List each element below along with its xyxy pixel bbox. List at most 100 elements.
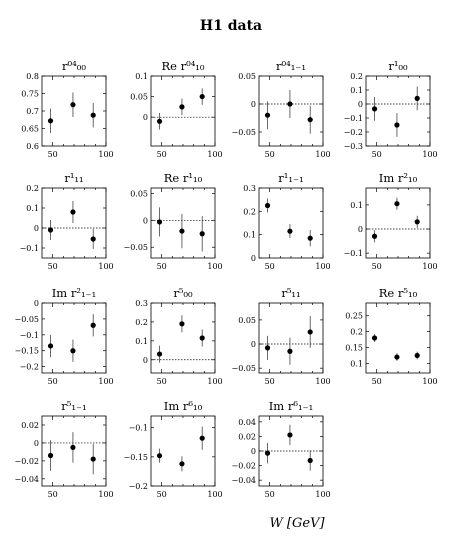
data-point bbox=[156, 118, 163, 124]
data-point bbox=[90, 322, 96, 328]
data-point bbox=[371, 106, 378, 112]
y-tick-label: −0.05 bbox=[14, 315, 39, 324]
panel-7: r¹₁₋₁ 0 0.1 0.2 0.3 50 100 bbox=[243, 171, 330, 271]
x-tick-label: 100 bbox=[207, 262, 222, 271]
data-point bbox=[414, 95, 420, 101]
y-tick-label: 0.7 bbox=[26, 107, 39, 116]
y-tick-label: 0.1 bbox=[350, 359, 363, 368]
x-tick-label: 50 bbox=[265, 490, 275, 499]
y-tick-label: 0.1 bbox=[243, 231, 256, 240]
panel-1: r⁰⁴₀₀ 0.6 0.65 0.7 0.75 0.8 50 100 bbox=[21, 59, 113, 159]
x-tick-label: 50 bbox=[48, 490, 58, 499]
panel-2: Re r⁰⁴₁₀ 0 0.05 0.1 50 100 bbox=[130, 59, 222, 159]
y-tick-label: 0.15 bbox=[345, 344, 363, 353]
data-point bbox=[394, 201, 400, 207]
y-tick-label: 0 bbox=[251, 100, 256, 109]
y-tick-label: 0 bbox=[34, 439, 39, 448]
data-point bbox=[90, 456, 96, 462]
y-tick-label: 0.05 bbox=[130, 189, 148, 198]
panel-14: Im r⁶₁₀ −0.2 −0.15 −0.1 50 100 bbox=[123, 399, 222, 499]
x-tick-label: 100 bbox=[98, 262, 113, 271]
x-tick-label: 50 bbox=[265, 150, 275, 159]
x-tick-label: 100 bbox=[422, 150, 437, 159]
y-tick-label: −0.3 bbox=[344, 142, 363, 151]
data-point bbox=[90, 112, 96, 118]
x-tick-label: 50 bbox=[157, 150, 167, 159]
y-tick-label: −0.2 bbox=[129, 482, 148, 491]
y-tick-label: −0.1 bbox=[129, 424, 148, 433]
y-tick-label: 0.2 bbox=[26, 184, 39, 193]
data-point bbox=[70, 209, 76, 215]
panel-frame bbox=[41, 187, 107, 259]
x-tick-label: 100 bbox=[207, 377, 222, 386]
x-tick-label: 50 bbox=[372, 262, 382, 271]
data-point bbox=[179, 461, 185, 467]
x-tick-label: 100 bbox=[207, 490, 222, 499]
data-point bbox=[307, 117, 313, 123]
x-tick-label: 50 bbox=[372, 377, 382, 386]
panel-title: r⁵₁₁ bbox=[281, 286, 300, 300]
x-tick-label: 50 bbox=[157, 262, 167, 271]
data-point bbox=[307, 457, 313, 464]
data-point bbox=[70, 348, 76, 354]
y-tick-label: −0.1 bbox=[344, 114, 363, 123]
panel-9: Im r²₁₋₁ −0.2 −0.15 −0.1 −0.05 0 50 100 bbox=[14, 286, 113, 386]
data-point bbox=[199, 335, 205, 341]
x-tick-label: 50 bbox=[265, 377, 275, 386]
panel-frame bbox=[150, 415, 216, 487]
panel-frame bbox=[41, 75, 107, 147]
x-tick-label: 100 bbox=[98, 490, 113, 499]
y-tick-label: 0.2 bbox=[350, 72, 363, 81]
y-tick-label: 0 bbox=[34, 299, 39, 308]
panel-frame bbox=[150, 75, 216, 147]
panel-frame bbox=[41, 415, 107, 487]
x-tick-label: 50 bbox=[48, 150, 58, 159]
y-tick-label: −0.02 bbox=[231, 462, 256, 471]
panel-frame bbox=[41, 302, 107, 374]
data-point bbox=[156, 453, 163, 459]
x-tick-label: 100 bbox=[98, 150, 113, 159]
panel-title: r¹₀₀ bbox=[388, 59, 408, 73]
panel-title: Re r¹₁₀ bbox=[164, 171, 203, 185]
y-tick-label: −0.15 bbox=[123, 453, 148, 462]
panel-3: r⁰⁴₁₋₁ −0.05 0 0.05 50 100 bbox=[231, 59, 330, 159]
x-tick-label: 100 bbox=[315, 490, 330, 499]
y-tick-label: −0.2 bbox=[20, 363, 39, 372]
data-point bbox=[371, 335, 378, 341]
y-tick-label: −0.05 bbox=[231, 364, 256, 373]
x-tick-label: 100 bbox=[315, 377, 330, 386]
panel-5: r¹₁₁ −0.1 0 0.1 0.2 50 100 bbox=[20, 171, 114, 271]
y-tick-label: 0 bbox=[251, 340, 256, 349]
y-tick-label: 0.1 bbox=[135, 337, 148, 346]
panel-frame bbox=[258, 187, 324, 259]
data-point bbox=[264, 112, 271, 118]
y-tick-label: −0.2 bbox=[344, 128, 363, 137]
panel-title: Im r⁶₁₋₁ bbox=[269, 399, 314, 413]
data-point bbox=[156, 351, 163, 357]
data-point bbox=[287, 101, 293, 107]
data-point bbox=[156, 219, 163, 225]
y-tick-label: 0.3 bbox=[135, 299, 148, 308]
y-tick-label: −0.1 bbox=[20, 331, 39, 340]
panel-6: Re r¹₁₀ −0.05 0 0.05 50 100 bbox=[123, 171, 222, 271]
panel-title: r⁵₁₋₁ bbox=[61, 399, 86, 413]
x-tick-label: 100 bbox=[422, 377, 437, 386]
data-point bbox=[307, 329, 313, 335]
y-tick-label: 0.1 bbox=[26, 204, 39, 213]
figure-xlabel: W [GeV] bbox=[269, 516, 325, 531]
y-tick-label: 0.6 bbox=[26, 142, 39, 151]
y-tick-label: −0.1 bbox=[344, 249, 363, 258]
x-tick-label: 100 bbox=[98, 377, 113, 386]
panel-title: Im r²₁₀ bbox=[379, 171, 418, 185]
y-tick-label: 0.65 bbox=[21, 125, 39, 134]
y-tick-label: −0.04 bbox=[231, 476, 256, 485]
panel-title: Re r⁰⁴₁₀ bbox=[161, 59, 204, 73]
data-point bbox=[287, 228, 293, 234]
panel-13: r⁵₁₋₁ −0.04 −0.02 0 0.02 50 100 bbox=[14, 399, 113, 499]
y-tick-label: 0 bbox=[251, 254, 256, 263]
data-point bbox=[47, 118, 54, 124]
y-tick-label: 0.05 bbox=[130, 93, 148, 102]
panel-10: r⁵₀₀ 0 0.1 0.2 0.3 50 100 bbox=[135, 286, 222, 386]
data-point bbox=[179, 228, 185, 234]
